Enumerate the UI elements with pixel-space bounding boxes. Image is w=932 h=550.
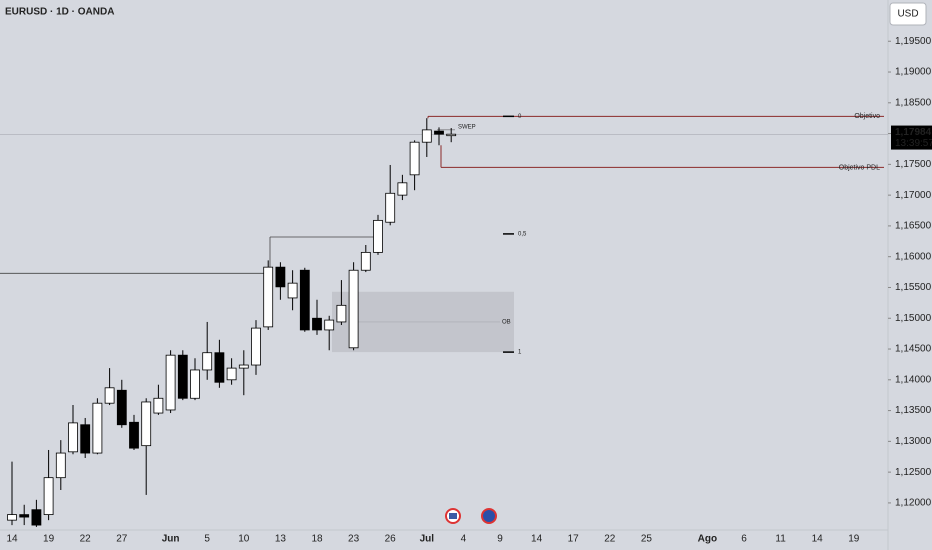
- x-tick-label: 11: [775, 534, 786, 545]
- x-tick-label: 6: [741, 534, 747, 545]
- candle-body: [434, 130, 444, 135]
- currency-button[interactable]: [889, 2, 927, 26]
- candle-body: [385, 192, 396, 223]
- x-tick-label: 13: [275, 534, 287, 545]
- last-price-label: 1,17984: [895, 127, 932, 138]
- x-tick-label: 4: [461, 534, 467, 545]
- chart-title: EURUSD · 1D · OANDA: [5, 7, 114, 18]
- candle-body: [397, 182, 408, 196]
- candle-body: [324, 319, 335, 331]
- candle-body: [68, 422, 78, 453]
- candle-body: [360, 251, 371, 271]
- y-tick-label: 1,19500: [895, 36, 932, 47]
- candle-body: [312, 317, 322, 331]
- x-tick-label: 18: [311, 534, 323, 545]
- ob-label: OB: [502, 320, 511, 326]
- candle-body: [446, 133, 457, 137]
- candle-body: [263, 266, 274, 328]
- candle-body: [409, 141, 420, 176]
- x-tick-label: 14: [812, 534, 824, 545]
- x-tick-label: 27: [116, 534, 128, 545]
- x-tick-label: 19: [848, 534, 860, 545]
- candle-body: [251, 327, 261, 366]
- candle-body: [80, 424, 91, 454]
- x-tick-label: 23: [348, 534, 360, 545]
- y-tick-label: 1,12000: [895, 498, 932, 509]
- y-tick-label: 1,13000: [895, 436, 932, 447]
- target-label: Objetivo PDL: [839, 164, 880, 171]
- y-tick-label: 1,19000: [895, 67, 932, 78]
- candle-body: [336, 304, 347, 323]
- x-tick-label: 22: [80, 534, 92, 545]
- candle-body: [287, 282, 298, 299]
- x-tick-label: 10: [238, 534, 250, 545]
- candle-body: [165, 354, 176, 411]
- candle-body: [202, 352, 213, 371]
- countdown-label: 13:39:57: [895, 138, 932, 149]
- x-tick-label: 19: [43, 534, 55, 545]
- candle-body: [226, 367, 237, 381]
- fib-label: 0: [518, 114, 522, 120]
- x-tick-label: 22: [604, 534, 616, 545]
- target-label: Objetivo: [854, 113, 880, 120]
- candle-body: [7, 514, 17, 521]
- candle-body: [92, 402, 103, 454]
- candle-body: [177, 354, 188, 399]
- candle-body: [190, 369, 200, 399]
- y-tick-label: 1,15500: [895, 282, 932, 293]
- event-icons: [445, 508, 497, 524]
- x-tick-label: 26: [385, 534, 397, 545]
- x-tick-label: Jun: [162, 534, 180, 545]
- candle-body: [238, 364, 249, 369]
- y-tick-label: 1,14500: [895, 344, 932, 355]
- fib-label: 0,5: [518, 231, 527, 237]
- candle-body: [348, 269, 359, 349]
- x-tick-label: 25: [641, 534, 653, 545]
- currency-label: USD: [897, 9, 918, 20]
- x-tick-label: 14: [6, 534, 18, 545]
- y-tick-label: 1,16000: [895, 251, 932, 262]
- y-tick-label: 1,15000: [895, 313, 932, 324]
- candle-body: [373, 219, 383, 253]
- y-tick-label: 1,18500: [895, 97, 932, 108]
- candle-body: [55, 452, 66, 479]
- y-tick-label: 1,16500: [895, 221, 932, 232]
- candle-body: [153, 397, 164, 414]
- candle-body: [141, 401, 152, 447]
- candle-body: [129, 421, 139, 449]
- candle-body: [31, 509, 42, 526]
- fib-label: 1: [518, 350, 522, 356]
- candle-body: [104, 387, 115, 404]
- x-tick-label: 14: [531, 534, 543, 545]
- candle-body: [214, 352, 225, 383]
- y-tick-label: 1,13500: [895, 405, 932, 416]
- x-tick-label: 9: [497, 534, 503, 545]
- flag: [449, 513, 457, 519]
- event-eu[interactable]: [481, 508, 497, 524]
- candle-body: [19, 514, 30, 518]
- last-price-box: [891, 125, 932, 150]
- x-tick-label: 5: [204, 534, 210, 545]
- x-tick-label: Jul: [420, 534, 435, 545]
- x-tick-label: 17: [568, 534, 580, 545]
- y-tick-label: 1,14000: [895, 374, 932, 385]
- candle-body: [43, 477, 54, 516]
- candle-body: [299, 269, 310, 331]
- candle-body: [116, 389, 127, 426]
- candle-body: [275, 266, 286, 288]
- y-tick-label: 1,17000: [895, 190, 932, 201]
- y-tick-label: 1,17500: [895, 159, 932, 170]
- x-tick-label: Ago: [698, 534, 717, 545]
- candle-body: [421, 129, 432, 143]
- sweep-label: SWEP: [458, 124, 476, 130]
- y-tick-label: 1,12500: [895, 467, 932, 478]
